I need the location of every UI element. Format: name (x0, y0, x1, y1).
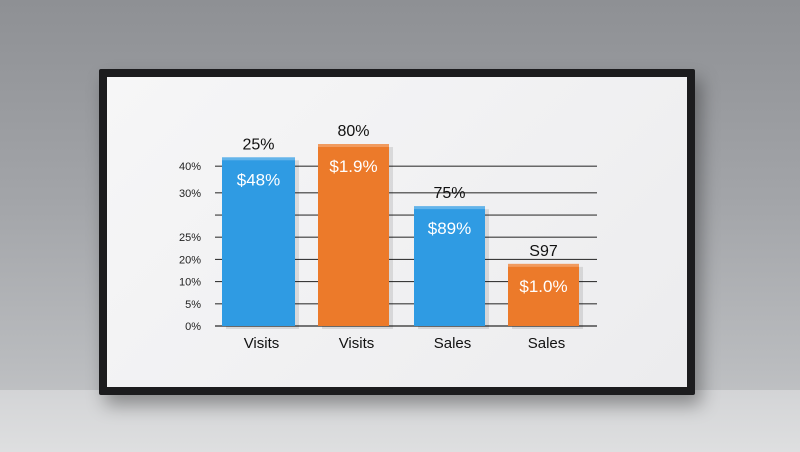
y-tick-label: 5% (185, 299, 201, 311)
bar-value-label: $1.0% (519, 277, 567, 296)
y-tick-label: 10% (179, 277, 201, 289)
y-tick-label: 25% (179, 232, 201, 244)
bar-top-label: 25% (242, 136, 274, 153)
y-tick-label: 0% (185, 321, 201, 333)
x-category-label: Sales (528, 335, 566, 352)
bar-highlight (222, 157, 295, 161)
y-tick-label: 30% (179, 188, 201, 200)
bar-top-label: 80% (337, 123, 369, 140)
bar-top-label: S97 (529, 243, 558, 260)
x-category-label: Visits (339, 335, 375, 352)
bar-highlight (414, 206, 485, 210)
floor-background (0, 390, 800, 452)
bar-top-label: 75% (433, 185, 465, 202)
x-category-label: Sales (434, 335, 472, 352)
bar-2 (414, 206, 485, 326)
x-category-label: Visits (244, 335, 280, 352)
chart-canvas (107, 77, 687, 387)
bar-highlight (508, 263, 579, 267)
bar-highlight (318, 144, 389, 147)
bar-3 (508, 263, 579, 326)
bar-value-label: $1.9% (329, 157, 377, 176)
y-tick-label: 40% (179, 161, 201, 173)
bar-value-label: $89% (428, 219, 471, 238)
y-tick-label: 20% (179, 254, 201, 266)
bar-0 (222, 157, 295, 326)
bar-value-label: $48% (237, 170, 280, 189)
bar-1 (318, 144, 389, 326)
picture-frame (99, 69, 695, 395)
